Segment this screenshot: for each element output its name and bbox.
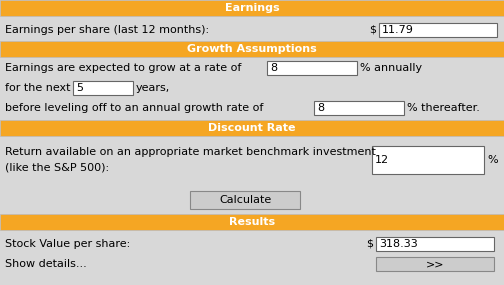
Text: before leveling off to an annual growth rate of: before leveling off to an annual growth … <box>5 103 264 113</box>
Bar <box>0 0 504 16</box>
Text: Growth Assumptions: Growth Assumptions <box>187 44 317 54</box>
Bar <box>0 41 504 57</box>
Text: %: % <box>487 155 497 165</box>
Bar <box>376 237 494 251</box>
Text: 11.79: 11.79 <box>382 25 414 35</box>
Text: 8: 8 <box>317 103 324 113</box>
Text: $: $ <box>369 25 376 35</box>
Text: Stock Value per share:: Stock Value per share: <box>5 239 130 249</box>
Text: Calculate: Calculate <box>219 195 271 205</box>
Bar <box>0 120 504 136</box>
Text: 5: 5 <box>76 83 83 93</box>
Bar <box>372 146 484 174</box>
Text: % thereafter.: % thereafter. <box>407 103 480 113</box>
Bar <box>0 214 504 230</box>
Text: Earnings per share (last 12 months):: Earnings per share (last 12 months): <box>5 25 209 35</box>
Bar <box>314 101 404 115</box>
Text: (like the S&P 500):: (like the S&P 500): <box>5 163 109 173</box>
Text: 318.33: 318.33 <box>379 239 418 249</box>
Text: 8: 8 <box>270 63 277 73</box>
Text: Discount Rate: Discount Rate <box>208 123 296 133</box>
Text: Return available on an appropriate market benchmark investment: Return available on an appropriate marke… <box>5 147 376 157</box>
Text: $: $ <box>366 239 373 249</box>
Text: % annually: % annually <box>360 63 422 73</box>
Text: 12: 12 <box>375 155 389 165</box>
Text: Earnings are expected to grow at a rate of: Earnings are expected to grow at a rate … <box>5 63 241 73</box>
Text: >>: >> <box>426 259 444 269</box>
Text: years,: years, <box>136 83 170 93</box>
Text: Show details...: Show details... <box>5 259 87 269</box>
Bar <box>73 81 133 95</box>
Bar <box>379 23 497 37</box>
Text: Results: Results <box>229 217 275 227</box>
Text: Earnings: Earnings <box>225 3 279 13</box>
Text: for the next: for the next <box>5 83 71 93</box>
Bar <box>190 191 300 209</box>
Bar <box>376 257 494 271</box>
Bar <box>267 61 357 75</box>
